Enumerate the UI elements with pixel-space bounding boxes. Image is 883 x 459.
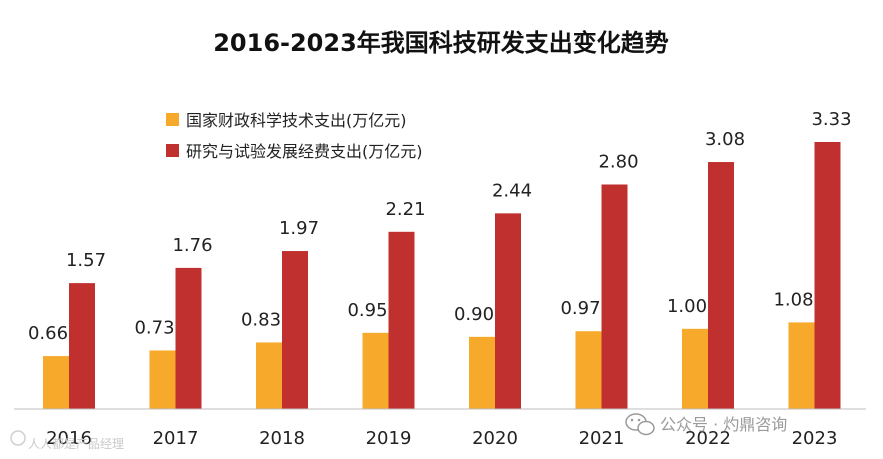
- bar-fiscal-2023: [788, 322, 815, 409]
- data-label-fiscal-2020: 0.90: [454, 304, 494, 325]
- watermark-text-logo: 人人都是产品经理: [28, 437, 124, 451]
- chart-title: 2016-2023年我国科技研发支出变化趋势: [213, 29, 669, 57]
- bar-rd-2016: [69, 283, 95, 409]
- data-label-fiscal-2023: 1.08: [773, 289, 813, 310]
- x-tick-2016: 2016: [46, 428, 92, 449]
- data-label-rd-2022: 3.08: [705, 129, 745, 150]
- bar-fiscal-2017: [149, 350, 176, 409]
- bar-labels-group: 0.66 1.57 0.73 1.76 0.83 1.97 0.95 2.21 0.90 2.44…: [28, 109, 852, 344]
- legend-label-series-1: 国家财政科学技术支出(万亿元): [186, 111, 407, 130]
- data-label-fiscal-2022: 1.00: [667, 296, 707, 317]
- data-label-fiscal-2019: 0.95: [347, 300, 387, 321]
- watermark-text-wechat: 公众号 · 灼鼎咨询: [660, 415, 787, 434]
- x-tick-2022: 2022: [685, 428, 731, 449]
- legend-swatch-series-1: [166, 113, 179, 126]
- x-tick-2018: 2018: [259, 428, 305, 449]
- bar-fiscal-2019: [362, 332, 389, 409]
- data-label-fiscal-2018: 0.83: [241, 309, 281, 330]
- bars-group: [43, 142, 841, 409]
- data-label-rd-2017: 1.76: [172, 235, 212, 256]
- data-label-rd-2023: 3.33: [811, 109, 851, 130]
- legend-label-series-2: 研究与试验发展经费支出(万亿元): [186, 142, 423, 161]
- data-label-rd-2020: 2.44: [492, 180, 532, 201]
- x-tick-2020: 2020: [472, 428, 518, 449]
- bar-rd-2021: [601, 184, 628, 409]
- bar-fiscal-2016: [43, 356, 69, 409]
- bar-rd-2023: [814, 142, 841, 409]
- data-label-rd-2019: 2.21: [385, 199, 425, 220]
- data-label-rd-2021: 2.80: [598, 151, 638, 172]
- bar-rd-2020: [495, 213, 521, 409]
- data-label-fiscal-2016: 0.66: [28, 323, 68, 344]
- bar-rd-2018: [282, 251, 308, 409]
- watermark-bottom-right: 公众号 · 灼鼎咨询: [625, 413, 787, 436]
- legend-swatch-series-2: [166, 144, 179, 157]
- watermark-bottom-left: 人人都是产品经理: [10, 430, 124, 451]
- data-label-rd-2016: 1.57: [66, 250, 106, 271]
- x-tick-2019: 2019: [366, 428, 412, 449]
- bar-fiscal-2018: [256, 342, 282, 409]
- data-label-fiscal-2017: 0.73: [134, 317, 174, 338]
- bar-rd-2017: [175, 267, 202, 409]
- x-axis-ticks: 2016 2017 2018 2019 2020 2021 2022 2023: [46, 428, 837, 449]
- x-tick-2021: 2021: [579, 428, 625, 449]
- bar-fiscal-2022: [682, 328, 708, 409]
- x-tick-2017: 2017: [153, 428, 199, 449]
- legend: 国家财政科学技术支出(万亿元) 研究与试验发展经费支出(万亿元): [166, 111, 423, 161]
- bar-rd-2019: [388, 231, 415, 409]
- data-label-fiscal-2021: 0.97: [560, 298, 600, 319]
- bar-rd-2022: [708, 162, 734, 409]
- logo-icon: [10, 430, 26, 446]
- data-label-rd-2018: 1.97: [279, 218, 319, 239]
- bar-fiscal-2020: [469, 336, 495, 409]
- wechat-icon: [625, 413, 655, 436]
- bar-fiscal-2021: [575, 331, 602, 409]
- x-tick-2023: 2023: [792, 428, 838, 449]
